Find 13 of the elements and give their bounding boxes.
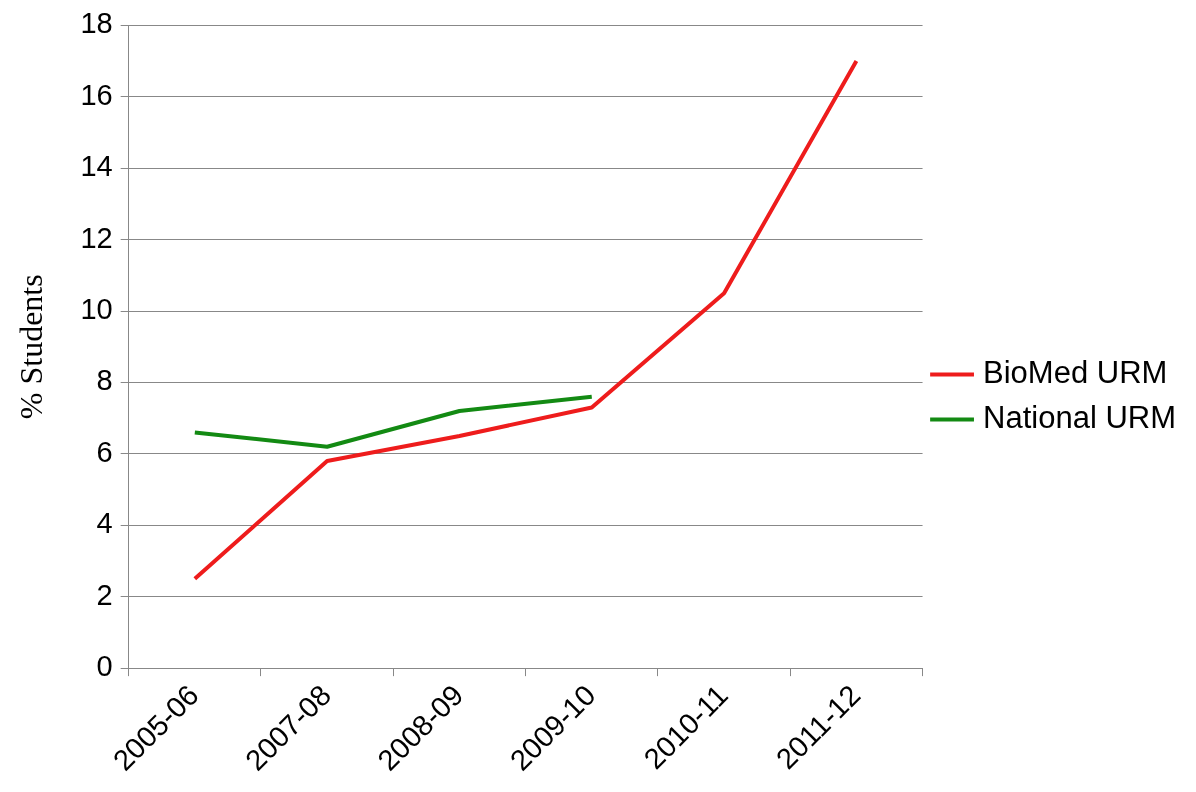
y-axis-title: % Students (12, 274, 49, 420)
y-tick-label: 12 (80, 221, 113, 254)
y-tick-label: 2 (96, 578, 113, 611)
y-tick-label: 14 (80, 150, 113, 183)
y-tick-label: 6 (96, 435, 113, 468)
y-tick-label: 18 (80, 7, 113, 40)
y-tick-label: 8 (96, 364, 113, 397)
y-tick-label: 10 (80, 293, 113, 326)
y-tick-label: 4 (96, 507, 113, 540)
legend-label: BioMed URM (983, 355, 1168, 391)
y-tick-label: 16 (80, 78, 113, 111)
legend-label: National URM (983, 400, 1177, 436)
y-tick-label: 0 (96, 650, 113, 683)
